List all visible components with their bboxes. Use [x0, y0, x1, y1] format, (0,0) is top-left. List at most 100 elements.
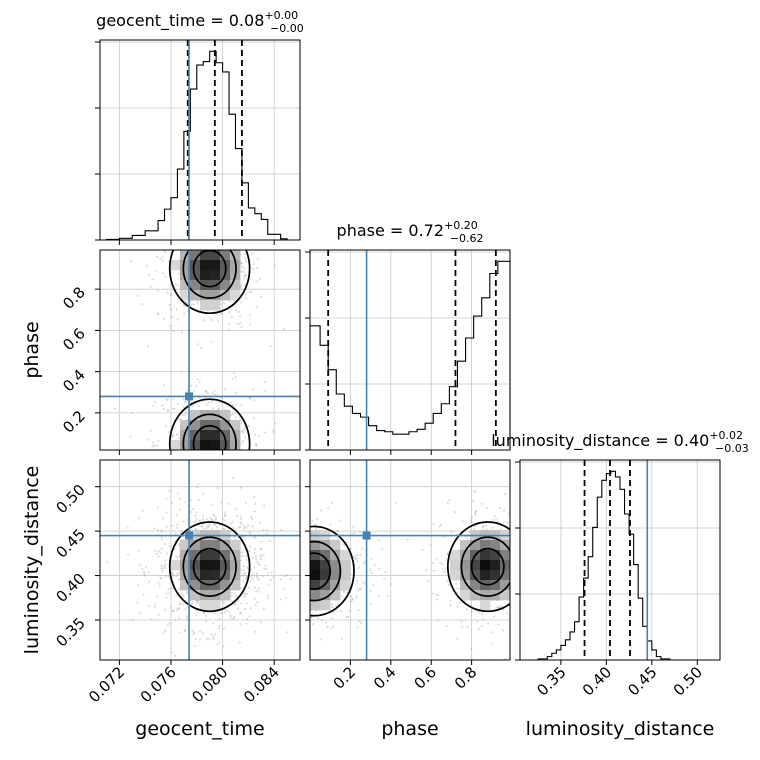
- sample-point: [172, 398, 175, 401]
- sample-point: [182, 304, 186, 307]
- density-cell: [170, 560, 181, 571]
- sample-point: [198, 381, 201, 384]
- sample-point: [129, 435, 132, 438]
- sample-point: [342, 543, 345, 546]
- sample-point: [355, 554, 358, 557]
- sample-point: [171, 651, 174, 654]
- sample-point: [212, 636, 215, 639]
- sample-point: [242, 527, 246, 530]
- sample-point: [356, 560, 359, 563]
- sample-point: [349, 547, 352, 551]
- sample-point: [180, 478, 182, 480]
- sample-point: [197, 404, 200, 408]
- sample-point: [361, 547, 364, 550]
- sample-point: [239, 521, 242, 524]
- sample-point: [174, 654, 177, 657]
- sample-point: [377, 594, 380, 598]
- sample-point: [286, 571, 288, 573]
- density-cell: [330, 560, 341, 571]
- sample-point: [210, 518, 213, 521]
- sample-point: [175, 555, 178, 558]
- sample-point: [162, 631, 165, 635]
- sample-point: [180, 592, 183, 595]
- sample-point: [293, 529, 295, 531]
- sample-point: [184, 414, 187, 417]
- sample-point: [441, 562, 444, 565]
- truth-marker: [362, 531, 371, 540]
- sample-point: [266, 572, 270, 575]
- sample-point: [315, 523, 318, 526]
- sample-point: [217, 193, 219, 195]
- sample-point: [160, 564, 163, 567]
- x-tick-label: 0.35: [533, 663, 569, 699]
- sample-point: [296, 584, 298, 586]
- sample-point: [250, 575, 253, 578]
- sample-point: [263, 504, 266, 507]
- sample-point: [288, 607, 290, 609]
- sample-point: [302, 523, 304, 525]
- sample-point: [212, 476, 214, 478]
- sample-point: [534, 571, 536, 573]
- sample-point: [269, 345, 272, 348]
- sample-point: [355, 594, 358, 598]
- sample-point: [439, 561, 442, 565]
- density-cell: [210, 290, 221, 301]
- density-cell: [200, 600, 211, 611]
- sample-point: [487, 622, 490, 625]
- sample-point: [229, 401, 232, 404]
- sample-point: [522, 569, 524, 571]
- sample-point: [254, 444, 258, 447]
- sample-point: [171, 609, 174, 612]
- sample-point: [497, 520, 500, 523]
- sample-point: [258, 455, 260, 457]
- density-cell: [190, 410, 201, 421]
- sample-point: [276, 634, 278, 636]
- sample-point: [166, 473, 168, 475]
- sample-point: [177, 437, 180, 440]
- sample-point: [275, 602, 277, 604]
- title-lower-error: −0.00: [270, 22, 304, 35]
- sample-point: [372, 583, 375, 587]
- sample-point: [481, 526, 485, 529]
- density-cell: [180, 290, 191, 301]
- sample-point: [541, 576, 543, 578]
- sample-point: [179, 508, 182, 512]
- sample-point: [177, 272, 181, 275]
- density-cell: [220, 250, 231, 261]
- sample-point: [216, 643, 219, 646]
- sample-point: [161, 517, 165, 520]
- density-cell: [480, 550, 491, 561]
- sample-point: [240, 421, 243, 424]
- density-cell: [500, 590, 510, 601]
- sample-point: [260, 547, 263, 550]
- title-upper-error: +0.02: [709, 429, 743, 442]
- sample-point: [235, 508, 238, 511]
- sample-point: [336, 529, 339, 532]
- sample-point: [182, 398, 185, 401]
- density-cell: [470, 590, 481, 601]
- sample-point: [141, 303, 144, 306]
- sample-point: [507, 512, 510, 515]
- sample-point: [211, 513, 215, 516]
- sample-point: [426, 580, 430, 583]
- sample-point: [106, 560, 109, 563]
- sample-point: [202, 243, 204, 245]
- sample-point: [169, 606, 173, 609]
- sample-point: [248, 548, 250, 550]
- sample-point: [243, 426, 247, 429]
- sample-point: [246, 575, 249, 578]
- sample-point: [208, 489, 210, 491]
- density-cell: [210, 560, 221, 571]
- sample-point: [271, 471, 273, 473]
- sample-point: [176, 433, 179, 436]
- sample-point: [171, 575, 174, 579]
- y-tick-label: 0.45: [52, 525, 88, 561]
- sample-point: [183, 243, 185, 245]
- sample-point: [511, 572, 513, 574]
- sample-point: [359, 588, 362, 591]
- sample-point: [199, 451, 201, 453]
- density-cell: [490, 540, 501, 551]
- panel-frame: [309, 459, 511, 661]
- sample-point: [234, 603, 238, 606]
- sample-point: [306, 590, 308, 592]
